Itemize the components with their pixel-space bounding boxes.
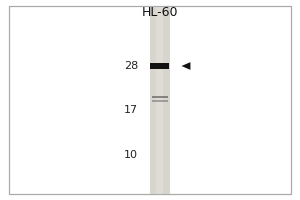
- Bar: [150, 63, 169, 69]
- Bar: [156, 6, 163, 194]
- Bar: [152, 100, 168, 102]
- Bar: [152, 96, 168, 98]
- Polygon shape: [182, 62, 190, 70]
- Text: 28: 28: [124, 61, 138, 71]
- Bar: [150, 6, 170, 194]
- Text: 17: 17: [124, 105, 138, 115]
- Text: HL-60: HL-60: [142, 5, 178, 19]
- Text: 10: 10: [124, 150, 138, 160]
